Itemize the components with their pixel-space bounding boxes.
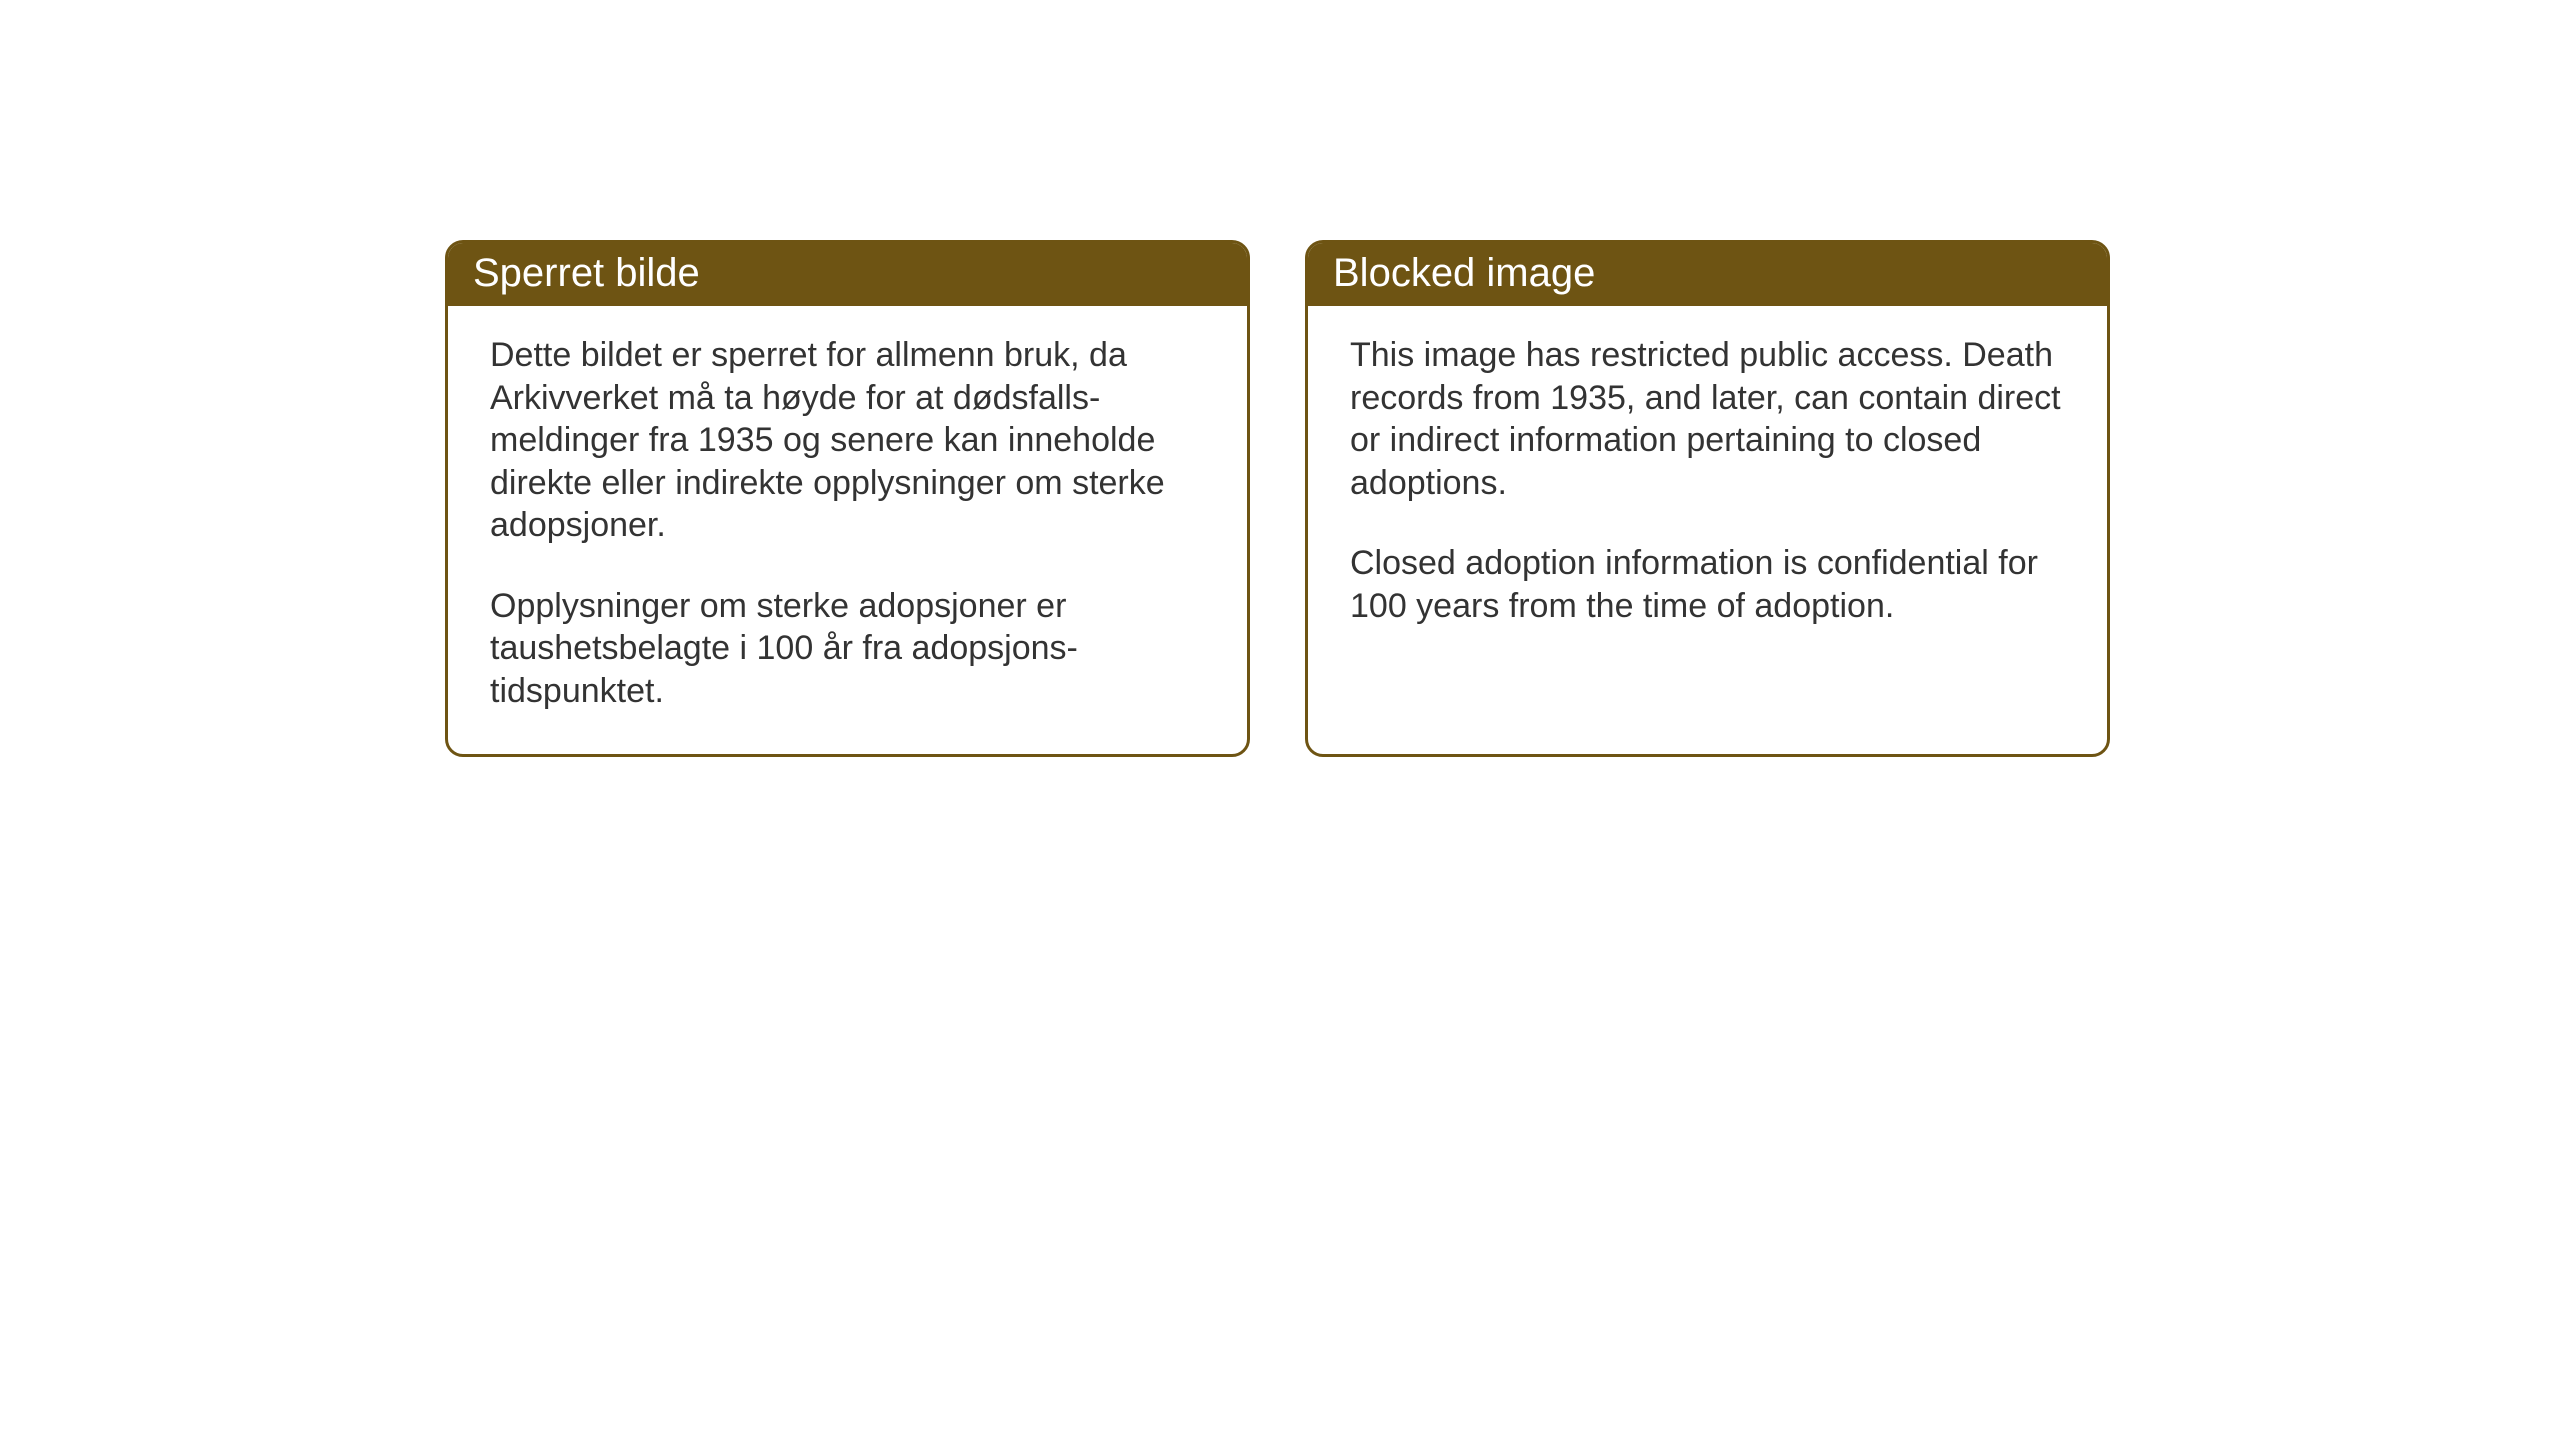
message-header-right: Blocked image <box>1308 243 2107 306</box>
message-body-right: This image has restricted public access.… <box>1308 306 2107 669</box>
message-paragraph-right-1: This image has restricted public access.… <box>1350 334 2065 504</box>
message-paragraph-right-2: Closed adoption information is confident… <box>1350 542 2065 627</box>
message-title-right: Blocked image <box>1333 251 1595 295</box>
message-paragraph-left-1: Dette bildet er sperret for allmenn bruk… <box>490 334 1205 547</box>
message-container: Sperret bilde Dette bildet er sperret fo… <box>445 240 2110 757</box>
message-box-english: Blocked image This image has restricted … <box>1305 240 2110 757</box>
message-header-left: Sperret bilde <box>448 243 1247 306</box>
message-title-left: Sperret bilde <box>473 251 700 295</box>
message-paragraph-left-2: Opplysninger om sterke adopsjoner er tau… <box>490 585 1205 713</box>
message-body-left: Dette bildet er sperret for allmenn bruk… <box>448 306 1247 754</box>
message-box-norwegian: Sperret bilde Dette bildet er sperret fo… <box>445 240 1250 757</box>
